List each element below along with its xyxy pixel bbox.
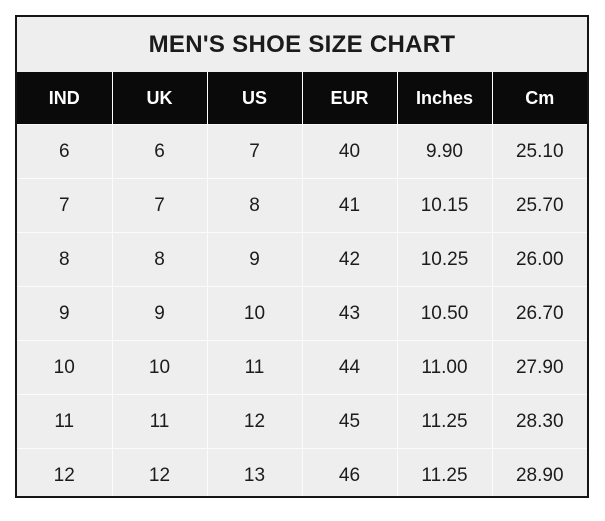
cell-uk: 12	[112, 448, 208, 496]
cell-eur: 41	[302, 178, 398, 233]
cell-uk: 11	[112, 394, 208, 449]
cell-cm: 26.00	[492, 232, 587, 287]
table-row: 9 9 10 43 10.50 26.70	[17, 286, 587, 341]
table-row: 8 8 9 42 10.25 26.00	[17, 232, 587, 287]
cell-us: 9	[207, 232, 303, 287]
cell-inches: 10.50	[397, 286, 493, 341]
column-header-eur: EUR	[302, 72, 398, 125]
cell-us: 8	[207, 178, 303, 233]
table-row: 12 12 13 46 11.25 28.90	[17, 448, 587, 496]
size-chart-container: MEN'S SHOE SIZE CHART IND UK US EUR Inch…	[15, 15, 589, 498]
cell-cm: 25.10	[492, 124, 587, 179]
cell-ind: 7	[17, 178, 113, 233]
cell-inches: 10.25	[397, 232, 493, 287]
cell-cm: 26.70	[492, 286, 587, 341]
cell-cm: 25.70	[492, 178, 587, 233]
column-header-cm: Cm	[492, 72, 587, 125]
cell-inches: 10.15	[397, 178, 493, 233]
cell-ind: 8	[17, 232, 113, 287]
cell-ind: 11	[17, 394, 113, 449]
page-title: MEN'S SHOE SIZE CHART	[148, 30, 456, 58]
cell-ind: 10	[17, 340, 113, 395]
column-header-ind: IND	[17, 72, 113, 125]
cell-ind: 12	[17, 448, 113, 496]
cell-eur: 45	[302, 394, 398, 449]
table-title-row: MEN'S SHOE SIZE CHART	[17, 17, 587, 73]
cell-eur: 42	[302, 232, 398, 287]
cell-us: 7	[207, 124, 303, 179]
cell-inches: 11.00	[397, 340, 493, 395]
cell-uk: 6	[112, 124, 208, 179]
cell-us: 10	[207, 286, 303, 341]
column-header-uk: UK	[112, 72, 208, 125]
cell-ind: 9	[17, 286, 113, 341]
cell-cm: 28.90	[492, 448, 587, 496]
table-title-cell: MEN'S SHOE SIZE CHART	[17, 17, 587, 73]
cell-cm: 28.30	[492, 394, 587, 449]
cell-inches: 11.25	[397, 448, 493, 496]
cell-ind: 6	[17, 124, 113, 179]
cell-uk: 8	[112, 232, 208, 287]
cell-uk: 9	[112, 286, 208, 341]
cell-cm: 27.90	[492, 340, 587, 395]
cell-uk: 10	[112, 340, 208, 395]
cell-uk: 7	[112, 178, 208, 233]
shoe-size-table: MEN'S SHOE SIZE CHART IND UK US EUR Inch…	[17, 17, 587, 496]
cell-eur: 40	[302, 124, 398, 179]
cell-us: 13	[207, 448, 303, 496]
column-header-inches: Inches	[397, 72, 493, 125]
cell-eur: 44	[302, 340, 398, 395]
table-row: 6 6 7 40 9.90 25.10	[17, 124, 587, 179]
cell-eur: 46	[302, 448, 398, 496]
table-row: 11 11 12 45 11.25 28.30	[17, 394, 587, 449]
column-header-us: US	[207, 72, 303, 125]
cell-eur: 43	[302, 286, 398, 341]
table-header-row: IND UK US EUR Inches Cm	[17, 72, 587, 125]
cell-inches: 11.25	[397, 394, 493, 449]
cell-inches: 9.90	[397, 124, 493, 179]
cell-us: 12	[207, 394, 303, 449]
cell-us: 11	[207, 340, 303, 395]
table-row: 7 7 8 41 10.15 25.70	[17, 178, 587, 233]
table-row: 10 10 11 44 11.00 27.90	[17, 340, 587, 395]
